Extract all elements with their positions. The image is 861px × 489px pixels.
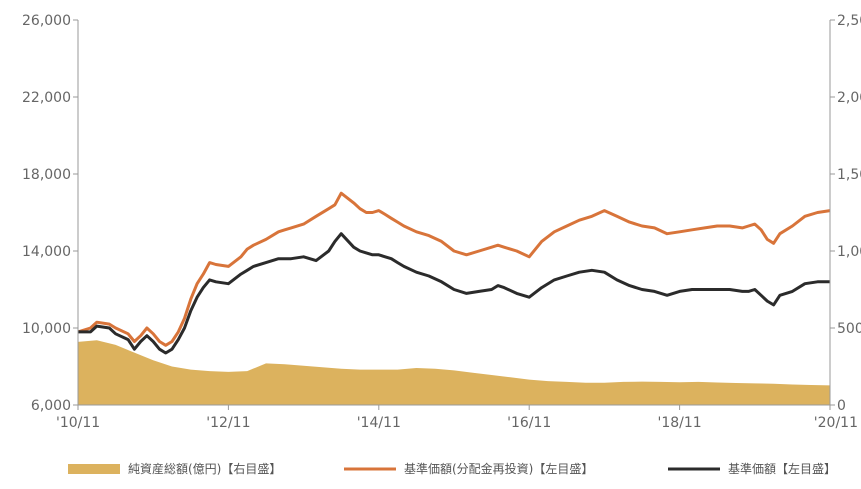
- y-left-tick-label: 6,000: [31, 398, 71, 414]
- y-right-tick-label: 2,500: [837, 13, 861, 29]
- series-line-2: [78, 232, 830, 355]
- axis-layer: [77, 20, 831, 406]
- legend-label: 基準価額(分配金再投資)【左目盛】: [404, 461, 593, 476]
- x-tick-label: '14/11: [357, 415, 401, 431]
- y-right-tick-label: 0: [837, 398, 846, 414]
- x-tick-label: '12/11: [206, 415, 250, 431]
- y-left-tick-label: 22,000: [22, 90, 71, 106]
- x-tick-label: '18/11: [657, 415, 701, 431]
- x-tick-label: '10/11: [56, 415, 100, 431]
- series-line-1: [77, 191, 831, 347]
- area-layer: [78, 340, 830, 405]
- x-tick-label: '20/11: [814, 415, 858, 431]
- y-left-tick-label: 26,000: [22, 13, 71, 29]
- y-right-tick-label: 1,000: [837, 244, 861, 260]
- legend: 純資産総額(億円)【右目盛】 基準価額(分配金再投資)【左目盛】 基準価額【左目盛】: [68, 461, 836, 476]
- y-right-tick-label: 1,500: [837, 167, 861, 183]
- series-area-net-assets: [78, 340, 830, 405]
- tick-layer: 6,000 10,000 14,000 18,000 22,000 26,000 0 500 1…: [22, 13, 861, 431]
- y-right-tick-label: 2,000: [837, 90, 861, 106]
- legend-label: 純資産総額(億円)【右目盛】: [128, 461, 281, 476]
- y-left-tick-label: 10,000: [22, 321, 71, 337]
- y-left-tick-label: 18,000: [22, 167, 71, 183]
- line-layer: [77, 191, 831, 355]
- y-left-tick-label: 14,000: [22, 244, 71, 260]
- legend-swatch-area: [68, 464, 120, 474]
- x-tick-label: '16/11: [507, 415, 551, 431]
- legend-label: 基準価額【左目盛】: [728, 461, 836, 476]
- y-right-tick-label: 500: [837, 321, 861, 337]
